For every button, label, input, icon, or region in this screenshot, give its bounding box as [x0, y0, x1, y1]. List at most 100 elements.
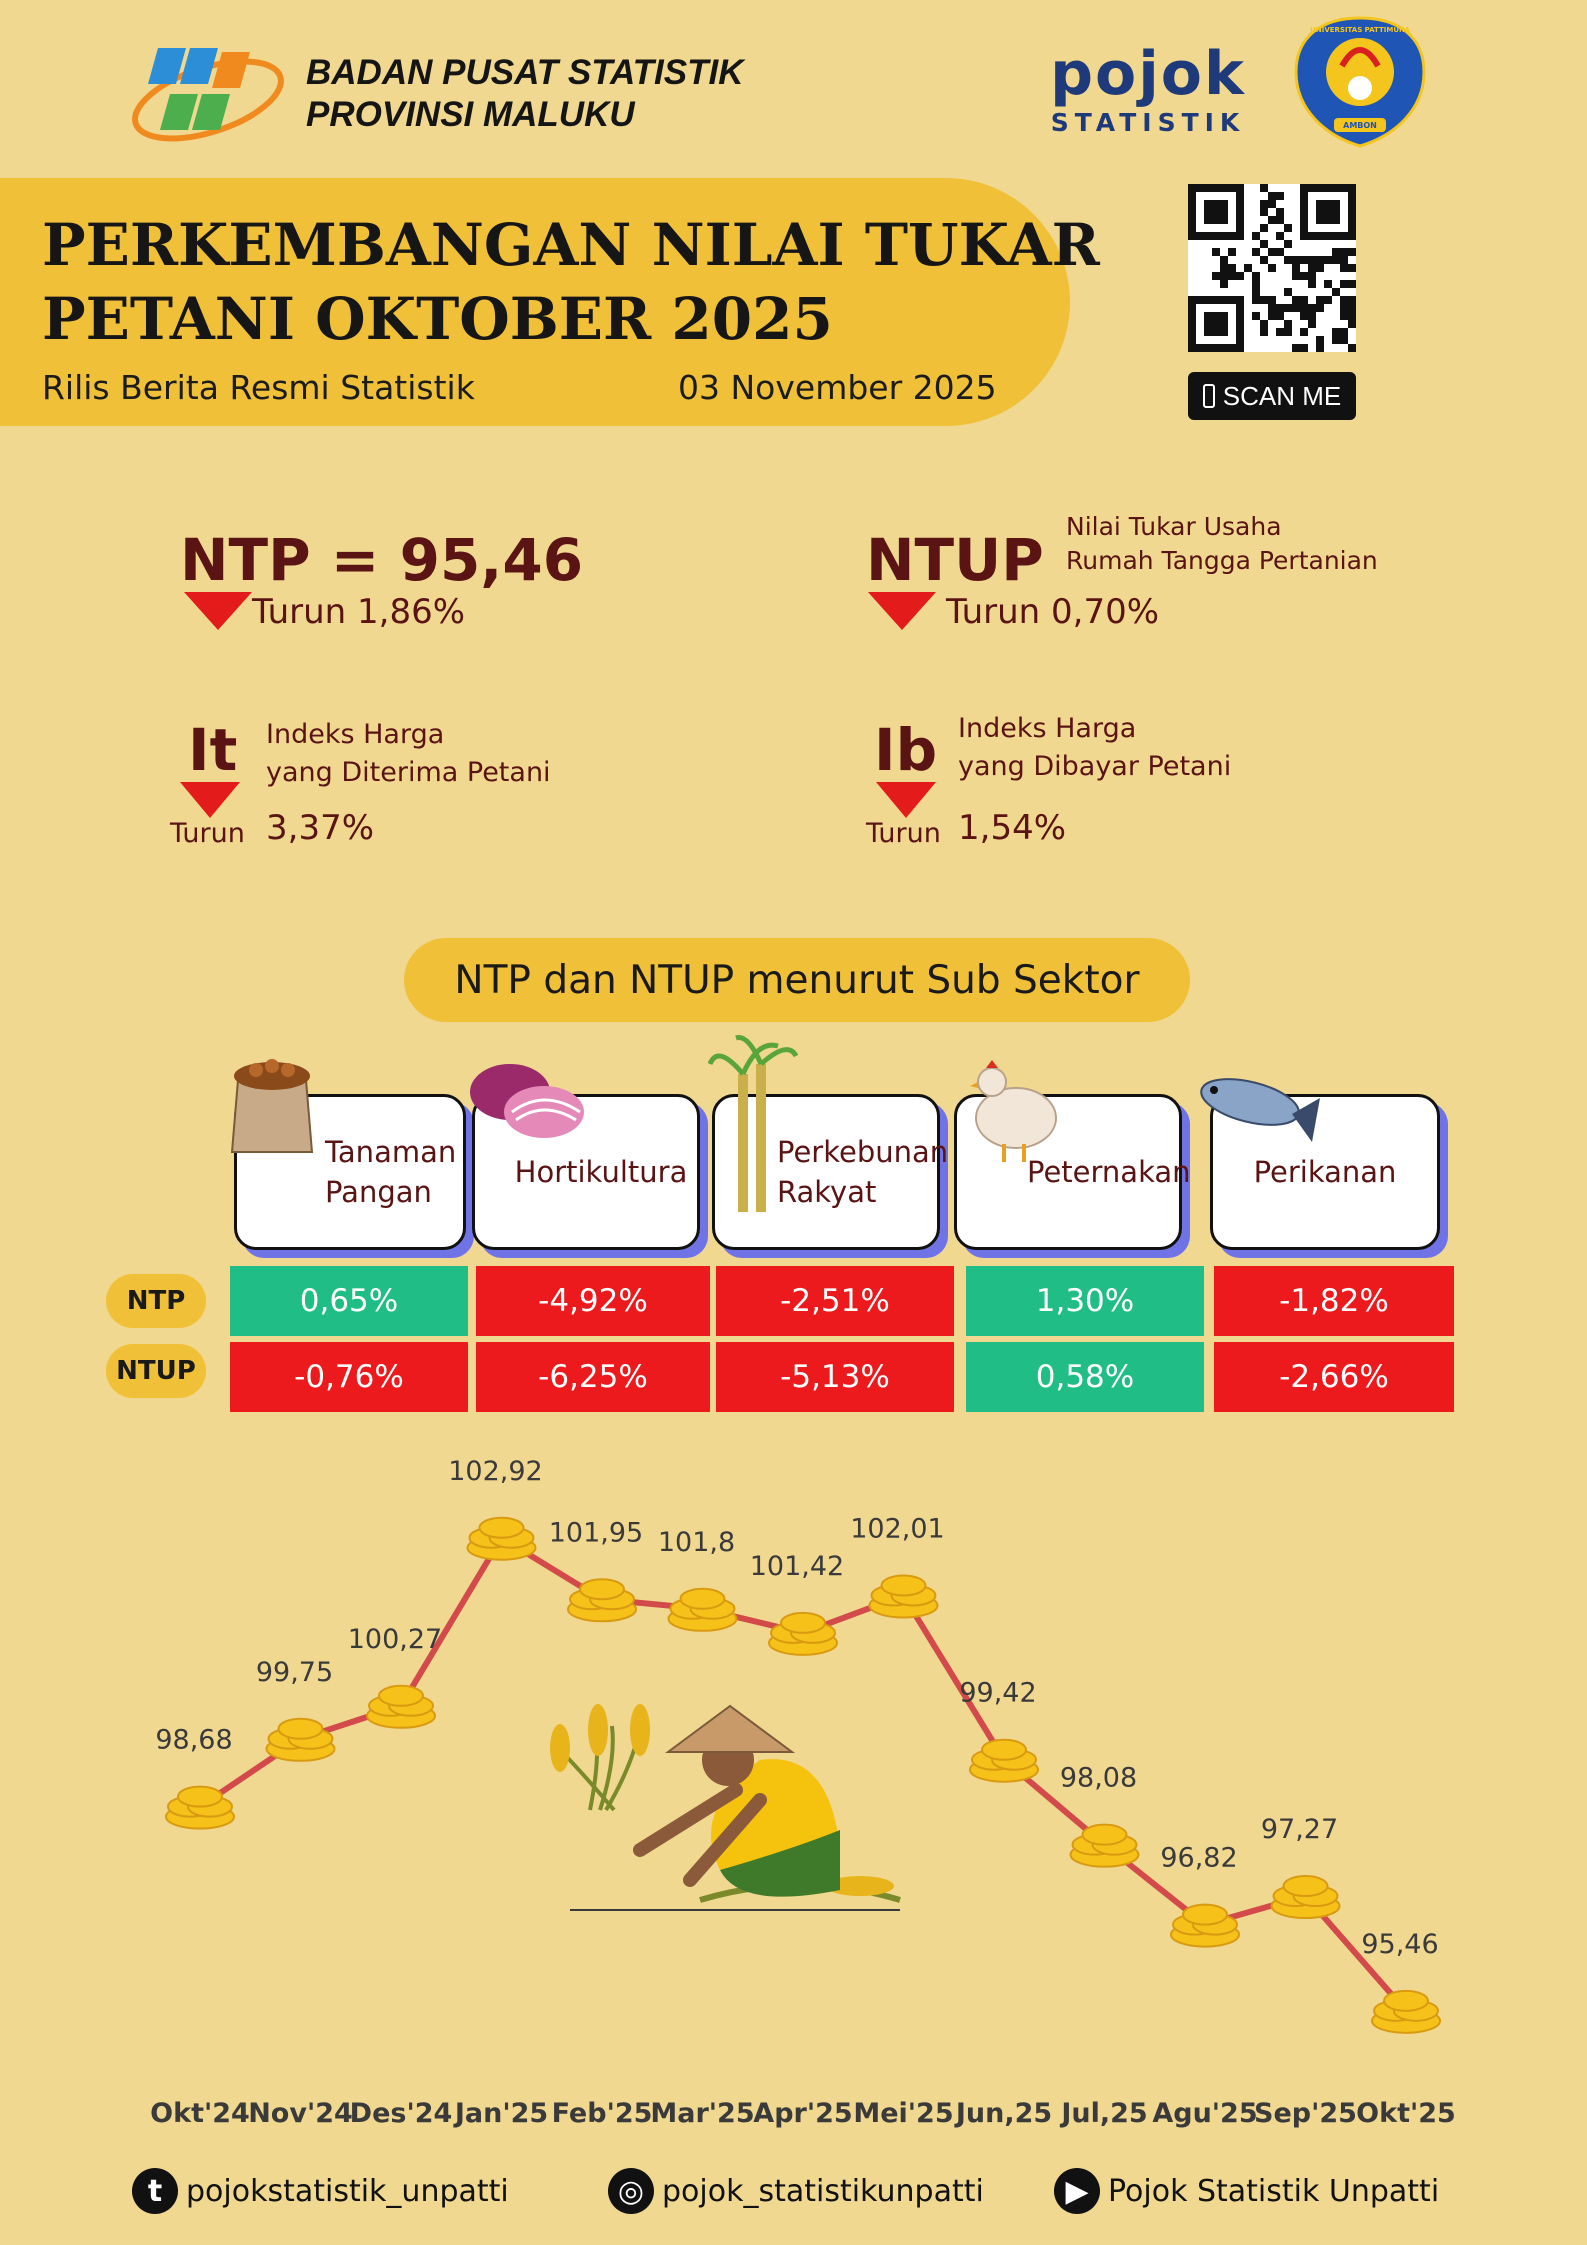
x-tick-label: Okt'24 — [150, 2098, 250, 2129]
data-label: 98,68 — [155, 1725, 232, 1756]
sector-card-perkebunan-rakyat: Perkebunan Rakyat — [712, 1094, 948, 1250]
ntup-desc-line2: Rumah Tangga Pertanian — [1066, 546, 1378, 575]
ntp-cell: -1,82% — [1214, 1266, 1454, 1336]
data-label: 97,27 — [1261, 1814, 1338, 1845]
data-point — [1371, 1989, 1441, 2034]
pojok-logo-sub: STATISTIK — [1050, 108, 1246, 137]
chart-marks: 98,68 Okt'24 99,75 Nov'24 100,27 Des'24 102,92… — [150, 1456, 1456, 2129]
it-label: It — [188, 716, 238, 784]
sector-label-line1: Hortikultura — [514, 1155, 688, 1189]
scan-me-label: SCAN ME — [1222, 380, 1342, 411]
it-turun: Turun — [170, 818, 245, 849]
release-subtitle: Rilis Berita Resmi Statistik — [42, 368, 475, 407]
x-tick-label: Nov'24 — [248, 2098, 353, 2129]
bps-logo — [132, 48, 284, 142]
subsector-heading: NTP dan NTUP menurut Sub Sektor — [404, 938, 1190, 1022]
sugarcane-icon — [708, 1035, 798, 1212]
footer-tiktok[interactable]: t pojokstatistik_unpatti — [132, 2168, 509, 2214]
ntp-line-chart: 98,68 Okt'24 99,75 Nov'24 100,27 Des'24 102,92… — [150, 1456, 1456, 2129]
farmer-illustration — [550, 1704, 901, 1911]
sector-label-line1: Perikanan — [1253, 1155, 1397, 1189]
ntup-label: NTUP — [866, 526, 1044, 594]
sector-label-line2: Pangan — [325, 1175, 432, 1209]
data-label: 96,82 — [1160, 1843, 1237, 1874]
ntup-cell: 0,58% — [966, 1342, 1204, 1412]
data-point — [165, 1785, 235, 1830]
ib-description: Indeks Harga yang Dibayar Petani — [958, 710, 1231, 786]
unpatti-logo-top: UNIVERSITAS PATTIMURA — [1310, 26, 1410, 34]
ib-value: 1,54% — [958, 808, 1067, 848]
data-point — [667, 1587, 738, 1632]
onion-icon — [470, 1064, 584, 1138]
pojok-statistik-logo: pojok STATISTIK — [1048, 42, 1248, 142]
qr-code[interactable] — [1188, 184, 1356, 352]
ntup-description: Nilai Tukar Usaha Rumah Tangga Pertanian — [1066, 510, 1378, 578]
x-tick-label: Agu'25 — [1152, 2098, 1257, 2129]
x-tick-label: Jul,25 — [1059, 2098, 1147, 2129]
sector-label-line1: Tanaman — [325, 1135, 457, 1169]
ntp-value: NTP = 95,46 — [180, 526, 584, 594]
ntp-cell: -4,92% — [476, 1266, 710, 1336]
organization-line1: BADAN PUSAT STATISTIK — [306, 53, 744, 92]
data-label: 101,42 — [750, 1551, 844, 1582]
it-description: Indeks Harga yang Diterima Petani — [266, 716, 551, 792]
unpatti-logo-bottom: AMBON — [1343, 121, 1377, 130]
row-label-ntup: NTUP — [106, 1344, 206, 1398]
data-label: 102,92 — [448, 1456, 542, 1487]
data-point — [567, 1578, 637, 1623]
it-down-arrow-icon — [180, 782, 240, 818]
data-label: 99,42 — [959, 1678, 1036, 1709]
fish-icon — [1200, 1078, 1320, 1142]
data-label: 101,95 — [549, 1517, 643, 1548]
x-tick-label: Okt'25 — [1356, 2098, 1456, 2129]
it-desc-line1: Indeks Harga — [266, 719, 445, 750]
row-label-ntp: NTP — [106, 1274, 206, 1328]
data-label: 102,01 — [850, 1513, 944, 1544]
it-value: 3,37% — [266, 808, 375, 848]
ntp-down-arrow-icon — [184, 592, 252, 630]
youtube-channel: Pojok Statistik Unpatti — [1108, 2173, 1440, 2209]
ib-down-arrow-icon — [876, 782, 936, 818]
tiktok-icon: t — [132, 2168, 178, 2214]
x-tick-label: Mar'25 — [650, 2098, 754, 2129]
ntup-change: Turun 0,70% — [946, 592, 1160, 632]
data-point — [768, 1611, 838, 1656]
data-point — [868, 1574, 939, 1619]
sector-label-line1: Peternakan — [1027, 1155, 1191, 1189]
data-label: 99,75 — [256, 1657, 333, 1688]
scan-me-badge[interactable]: SCAN ME — [1188, 372, 1356, 420]
rice-sack-icon — [230, 1059, 314, 1153]
ntp-cell: 0,65% — [230, 1266, 468, 1336]
footer-instagram[interactable]: ◎ pojok_statistikunpatti — [608, 2168, 984, 2214]
release-date: 03 November 2025 — [678, 368, 997, 407]
youtube-icon: ▶ — [1054, 2168, 1100, 2214]
it-desc-line2: yang Diterima Petani — [266, 757, 551, 788]
x-tick-label: Jun,25 — [954, 2098, 1052, 2129]
ib-desc-line2: yang Dibayar Petani — [958, 751, 1232, 782]
data-point — [366, 1684, 436, 1729]
tiktok-handle: pojokstatistik_unpatti — [186, 2173, 509, 2209]
pojok-logo-word: pojok — [1050, 39, 1246, 109]
ntp-change: Turun 1,86% — [252, 592, 466, 632]
data-label: 101,8 — [658, 1527, 735, 1558]
ntup-cell: -6,25% — [476, 1342, 710, 1412]
instagram-handle: pojok_statistikunpatti — [662, 2173, 984, 2209]
page-title: PERKEMBANGAN NILAI TUKAR PETANI OKTOBER … — [42, 208, 1100, 356]
ntup-down-arrow-icon — [868, 592, 936, 630]
x-tick-label: Des'24 — [350, 2098, 453, 2129]
ntup-cell: -2,66% — [1214, 1342, 1454, 1412]
footer-youtube[interactable]: ▶ Pojok Statistik Unpatti — [1054, 2168, 1439, 2214]
page-title-line1: PERKEMBANGAN NILAI TUKAR — [42, 211, 1100, 279]
data-point — [1069, 1823, 1140, 1868]
data-point — [1270, 1875, 1341, 1920]
ib-desc-line1: Indeks Harga — [958, 713, 1137, 744]
data-point — [1170, 1903, 1240, 1948]
phone-icon — [1202, 384, 1215, 408]
x-tick-label: Feb'25 — [552, 2098, 653, 2129]
ib-label: Ib — [874, 716, 938, 784]
page-title-line2: PETANI OKTOBER 2025 — [42, 285, 833, 353]
ib-turun: Turun — [866, 818, 941, 849]
x-tick-label: Sep'25 — [1254, 2098, 1357, 2129]
sector-label-line1: Perkebunan — [777, 1135, 949, 1169]
unpatti-logo: UNIVERSITAS PATTIMURA AMBON — [1294, 16, 1426, 148]
